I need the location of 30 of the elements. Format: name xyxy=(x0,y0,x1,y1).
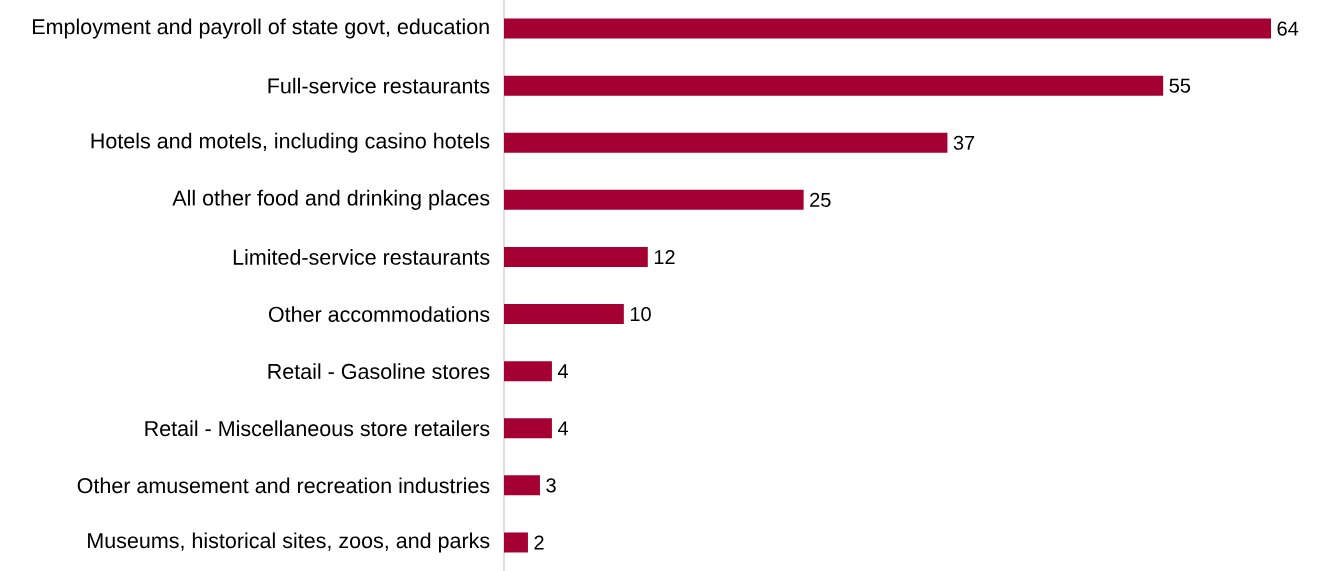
data-label: 3 xyxy=(546,478,556,493)
y-tick-label: Hotels and motels, including casino hotels xyxy=(91,132,490,153)
y-tick-label: Museums, historical sites, zoos, and parks xyxy=(88,532,490,553)
data-label: 55 xyxy=(1169,78,1191,93)
data-label: 2 xyxy=(534,535,544,550)
bar xyxy=(503,189,804,210)
data-label: 64 xyxy=(1277,21,1299,36)
y-tick-label: Other accommodations xyxy=(268,306,490,322)
bar xyxy=(503,418,552,439)
y-tick-label: Other amusement and recreation industries xyxy=(77,477,490,494)
data-label: 4 xyxy=(557,421,569,436)
bar xyxy=(503,132,948,153)
bar xyxy=(503,532,528,553)
data-label: 25 xyxy=(810,192,831,207)
bar xyxy=(503,361,552,382)
bar xyxy=(503,18,1272,39)
y-tick-label: Employment and payroll of state govt, education xyxy=(33,18,489,39)
data-label: 12 xyxy=(654,249,675,264)
y-tick-label: Full-service restaurants xyxy=(268,77,490,94)
y-tick-label: Limited-service restaurants xyxy=(233,249,490,265)
bar xyxy=(503,75,1164,96)
y-tick-label: Retail - Gasoline stores xyxy=(268,363,490,380)
data-label: 37 xyxy=(953,135,975,150)
bar xyxy=(503,246,648,267)
bar xyxy=(503,304,624,325)
data-label: 4 xyxy=(557,364,569,379)
data-label: 10 xyxy=(630,306,651,322)
y-tick-label: Retail - Miscellaneous store retailers xyxy=(145,420,490,437)
y-tick-label: All other food and drinking places xyxy=(172,189,490,210)
bar xyxy=(503,475,540,496)
